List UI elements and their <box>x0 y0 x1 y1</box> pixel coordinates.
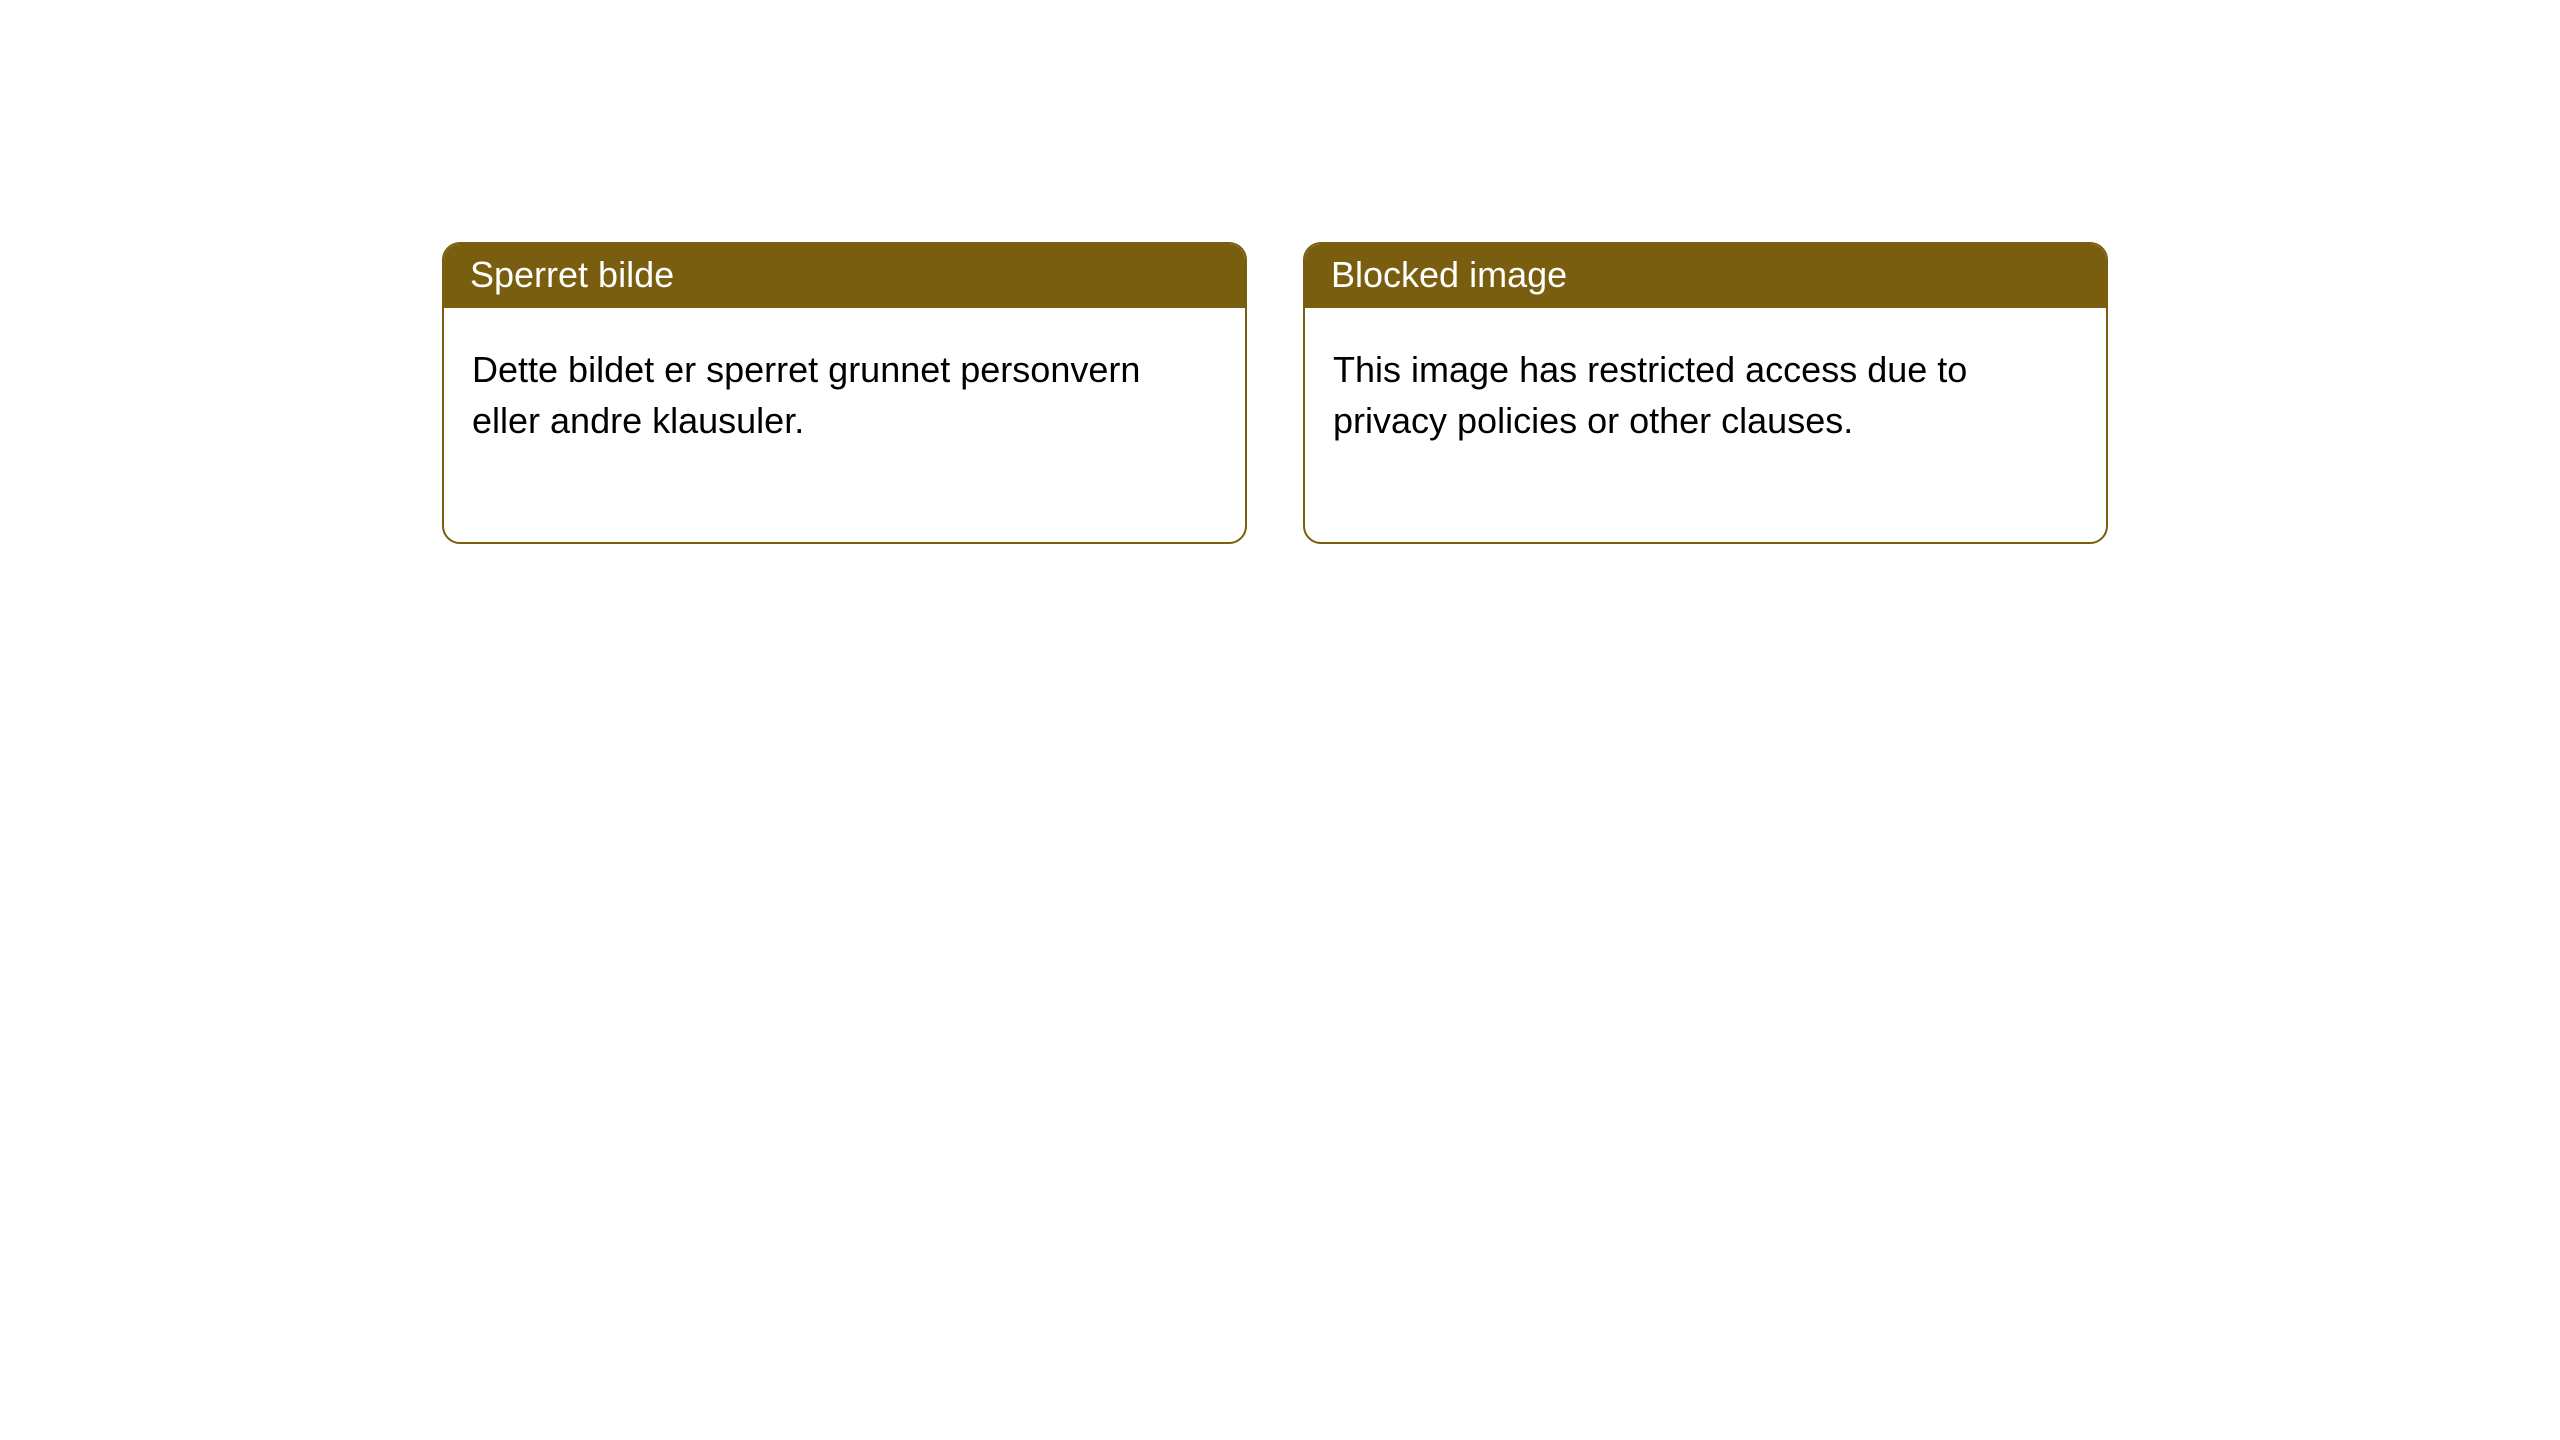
notice-card-norwegian: Sperret bilde Dette bildet er sperret gr… <box>442 242 1247 544</box>
notice-message: This image has restricted access due to … <box>1333 349 1967 441</box>
notice-body: Dette bildet er sperret grunnet personve… <box>444 308 1245 542</box>
notice-message: Dette bildet er sperret grunnet personve… <box>472 349 1140 441</box>
notice-container: Sperret bilde Dette bildet er sperret gr… <box>0 0 2560 544</box>
notice-header: Sperret bilde <box>444 244 1245 308</box>
notice-title: Blocked image <box>1331 254 1567 295</box>
notice-body: This image has restricted access due to … <box>1305 308 2106 542</box>
notice-header: Blocked image <box>1305 244 2106 308</box>
notice-card-english: Blocked image This image has restricted … <box>1303 242 2108 544</box>
notice-title: Sperret bilde <box>470 254 674 295</box>
